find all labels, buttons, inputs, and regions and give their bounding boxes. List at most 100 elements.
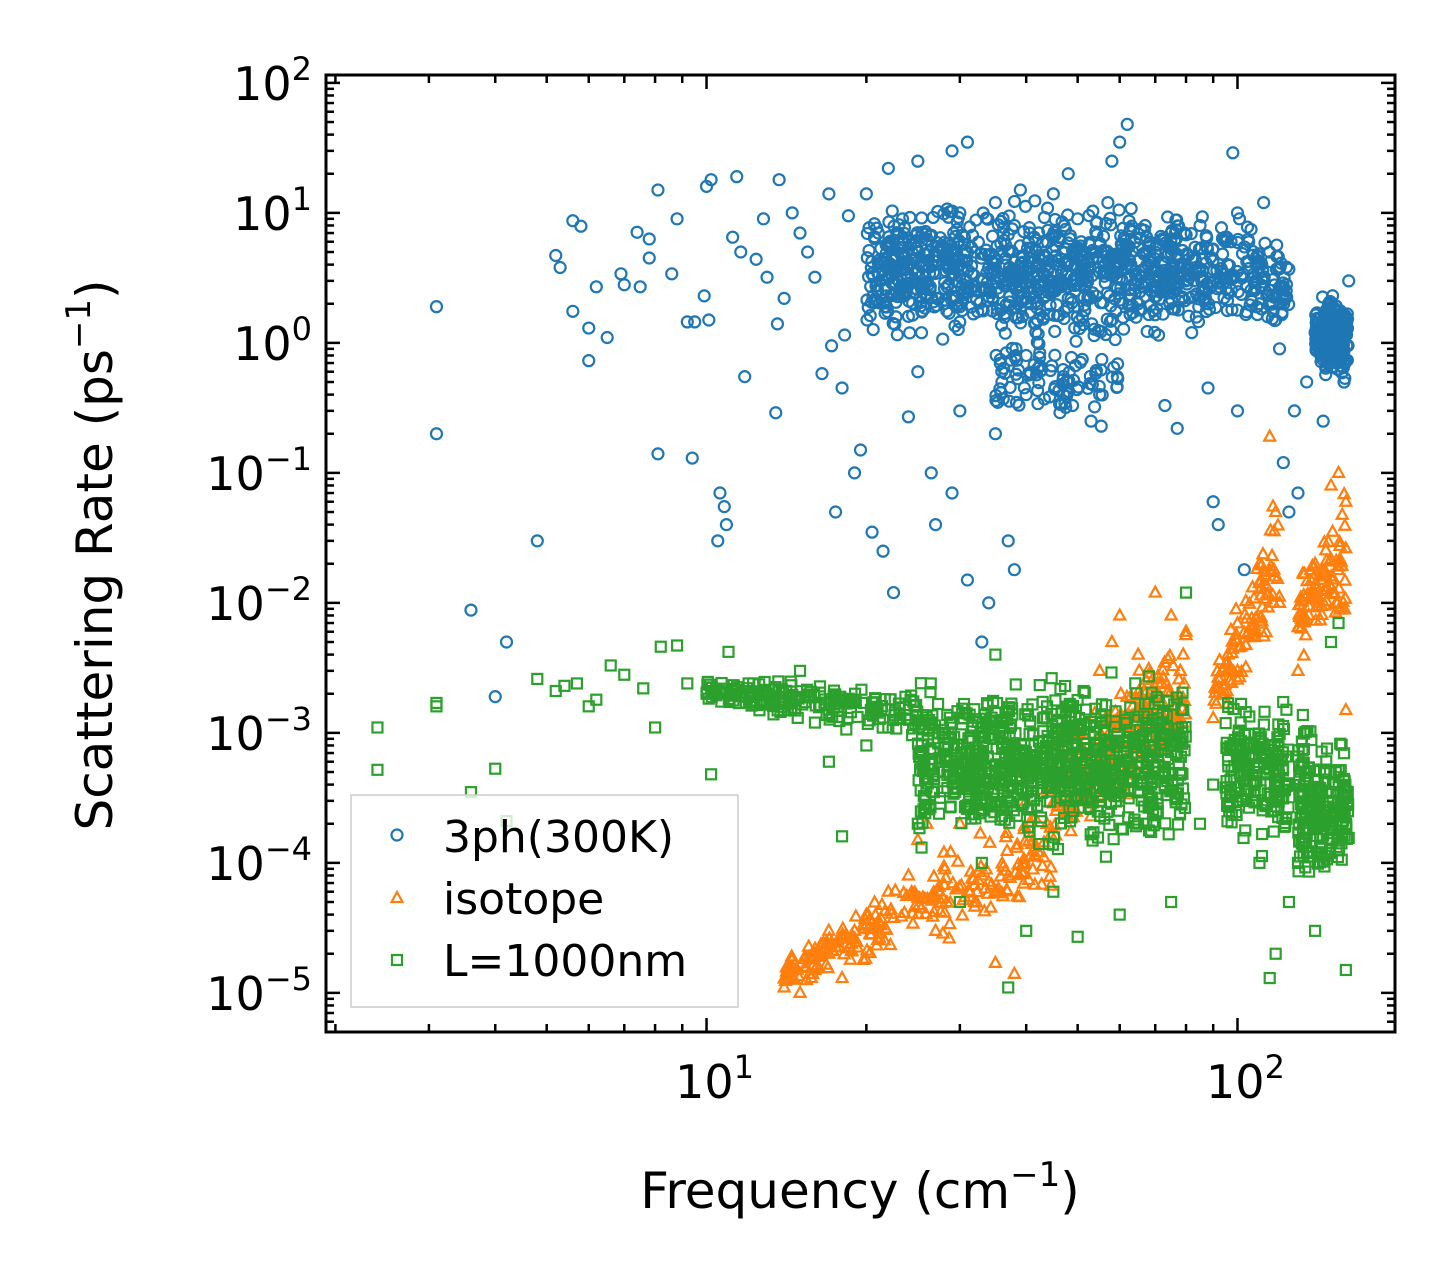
point-isotope: [1025, 861, 1041, 875]
point-3ph: [1033, 307, 1047, 322]
point-boundary: [953, 895, 966, 909]
point-boundary: [976, 802, 989, 816]
point-3ph: [1198, 283, 1212, 297]
point-boundary: [747, 694, 761, 707]
point-3ph: [717, 500, 731, 514]
point-3ph: [1103, 211, 1117, 225]
point-isotope: [1313, 611, 1328, 626]
point-isotope: [936, 858, 952, 872]
point-isotope: [1332, 533, 1347, 548]
point-isotope: [1230, 615, 1245, 629]
point-boundary: [489, 762, 502, 775]
point-3ph: [670, 212, 684, 226]
point-isotope: [1158, 675, 1174, 690]
point-3ph: [953, 315, 967, 329]
point-boundary: [1084, 763, 1097, 776]
point-isotope: [1256, 561, 1272, 575]
point-3ph: [980, 266, 994, 280]
point-boundary: [963, 788, 976, 801]
point-3ph: [953, 404, 967, 418]
point-boundary: [1318, 767, 1331, 780]
point-3ph: [1199, 304, 1213, 319]
point-isotope: [802, 965, 818, 979]
point-3ph: [1107, 360, 1121, 374]
point-isotope: [1318, 542, 1334, 556]
point-boundary: [955, 746, 969, 759]
point-3ph: [1277, 297, 1291, 311]
point-3ph: [1082, 209, 1096, 223]
point-3ph: [1326, 318, 1340, 332]
point-3ph: [1051, 254, 1065, 268]
point-3ph: [1315, 348, 1329, 362]
point-3ph: [921, 278, 935, 293]
point-isotope: [899, 887, 915, 902]
point-3ph: [630, 225, 644, 239]
point-isotope: [1016, 850, 1032, 865]
point-3ph: [1195, 210, 1209, 224]
point-3ph: [922, 266, 937, 281]
point-isotope: [1178, 623, 1194, 637]
point-boundary: [920, 781, 933, 794]
point-boundary: [1021, 709, 1035, 722]
point-3ph: [1056, 278, 1070, 292]
point-3ph: [1254, 256, 1268, 270]
point-3ph: [633, 280, 647, 294]
point-isotope: [928, 922, 943, 936]
point-boundary: [740, 682, 754, 695]
point-3ph: [847, 466, 862, 480]
point-boundary: [1002, 981, 1015, 994]
point-boundary: [968, 758, 981, 771]
point-boundary: [1009, 678, 1022, 691]
point-boundary: [1225, 816, 1238, 829]
point-boundary: [1100, 699, 1113, 712]
point-3ph: [582, 321, 596, 335]
point-3ph: [1070, 277, 1084, 291]
point-boundary: [1005, 697, 1018, 710]
point-3ph: [1007, 563, 1021, 577]
point-boundary: [1219, 716, 1232, 730]
point-3ph: [911, 154, 925, 168]
point-isotope: [787, 971, 802, 985]
point-boundary: [1297, 798, 1310, 811]
point-3ph: [952, 252, 966, 266]
point-3ph: [1058, 242, 1072, 256]
point-3ph: [1152, 292, 1166, 306]
point-3ph: [925, 290, 939, 305]
point-boundary: [944, 800, 957, 813]
point-isotope: [1016, 875, 1031, 889]
point-boundary: [1113, 908, 1126, 921]
point-isotope: [984, 876, 999, 890]
point-isotope: [904, 905, 920, 919]
point-isotope: [1263, 557, 1279, 572]
point-boundary: [1271, 776, 1284, 789]
point-isotope: [796, 950, 812, 964]
point-isotope: [834, 969, 850, 984]
point-3ph: [574, 219, 588, 233]
point-boundary: [1071, 930, 1084, 943]
point-3ph: [888, 317, 902, 331]
point-isotope: [942, 915, 958, 930]
point-3ph: [1182, 291, 1197, 305]
point-boundary: [1063, 697, 1076, 710]
point-3ph: [1239, 305, 1254, 319]
point-boundary: [965, 780, 978, 793]
point-boundary: [1067, 804, 1080, 818]
point-boundary: [1234, 750, 1248, 764]
point-3ph: [1300, 375, 1314, 389]
point-isotope: [1233, 638, 1249, 652]
point-isotope: [1296, 586, 1312, 601]
point-boundary: [1146, 815, 1160, 828]
point-isotope: [926, 868, 942, 882]
point-boundary: [1272, 731, 1285, 744]
point-3ph: [878, 293, 892, 307]
point-isotope: [1323, 550, 1339, 564]
point-boundary: [1239, 824, 1252, 837]
point-isotope: [914, 899, 929, 914]
point-isotope: [1063, 822, 1079, 837]
point-3ph: [1046, 187, 1060, 201]
point-boundary: [1297, 756, 1310, 769]
point-boundary: [722, 645, 735, 658]
plot-frame: [324, 73, 1397, 1034]
point-3ph: [1137, 280, 1151, 294]
point-boundary: [893, 701, 906, 715]
